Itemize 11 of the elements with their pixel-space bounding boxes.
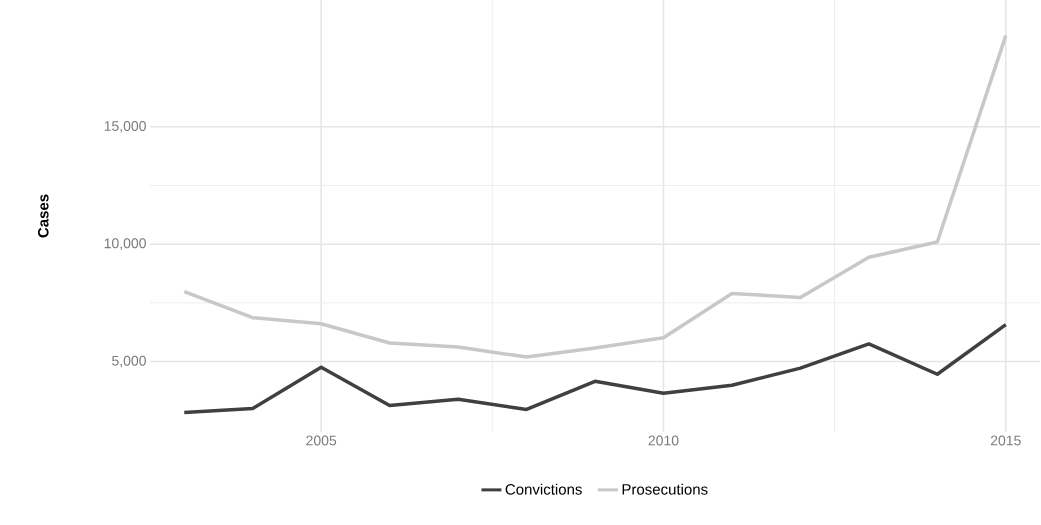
y-tick-label: 5,000 bbox=[112, 355, 146, 368]
y-tick-label: 10,000 bbox=[104, 238, 146, 250]
legend-label: Convictions bbox=[505, 483, 582, 495]
line-series bbox=[182, 33, 1008, 359]
x-tick-label: 2010 bbox=[648, 435, 679, 446]
x-tick-label: 2015 bbox=[990, 435, 1021, 446]
line-series bbox=[182, 322, 1008, 415]
y-axis-title: Cases bbox=[37, 194, 49, 238]
y-tick-label: 15,000 bbox=[104, 120, 146, 133]
legend-label: Prosecutions bbox=[622, 483, 708, 495]
x-tick-label: 2005 bbox=[306, 435, 337, 446]
